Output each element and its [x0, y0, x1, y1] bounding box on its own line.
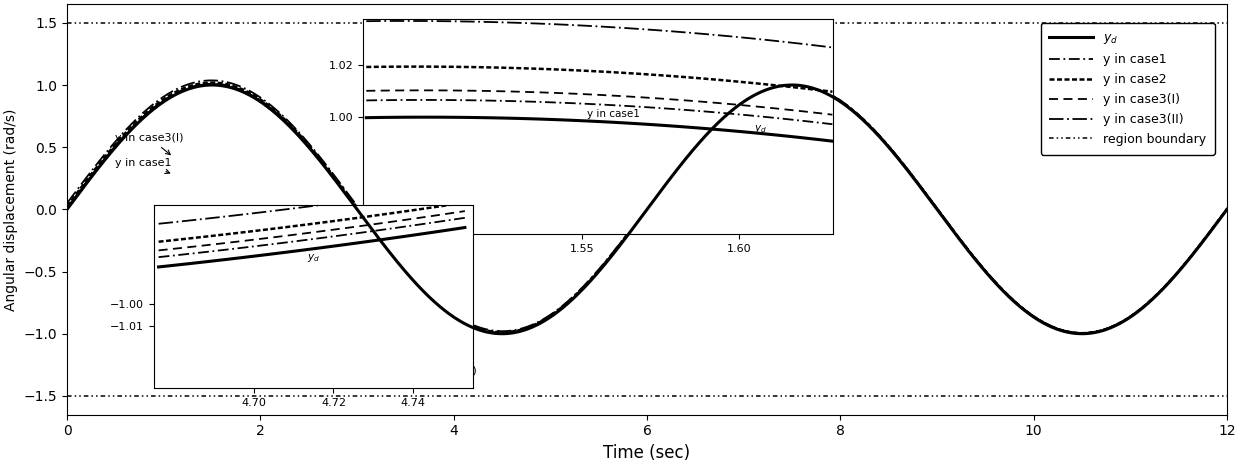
$y_d$: [1220, 206, 1235, 212]
Line: y in case3(II): y in case3(II): [67, 81, 1228, 333]
y in case3(II): [203, 78, 218, 83]
y in case3(II): [925, 200, 940, 206]
$y_d$: [1013, 305, 1028, 310]
X-axis label: Time (sec): Time (sec): [604, 444, 691, 462]
y in case3(I): [755, 88, 770, 93]
y in case1: [925, 200, 940, 206]
y in case3(II): [755, 87, 770, 92]
y in case3(II): [60, 200, 74, 206]
y in case3(II): [270, 109, 285, 114]
y in case1: [270, 112, 285, 117]
Text: y in case1: y in case1: [115, 158, 172, 173]
y in case2: [270, 110, 285, 116]
Text: y in case3(I): y in case3(I): [709, 112, 779, 122]
y in case1: [1013, 304, 1028, 310]
y in case3(I): [925, 200, 940, 206]
Line: y in case3(I): y in case3(I): [67, 84, 1228, 333]
Line: y in case2: y in case2: [67, 82, 1228, 333]
y in case3(II): [1075, 330, 1090, 336]
y in case1: [1075, 331, 1090, 336]
Y-axis label: Angular displacement (rad/s): Angular displacement (rad/s): [4, 108, 19, 310]
$y_d$: [205, 82, 219, 88]
y in case2: [1220, 206, 1235, 212]
y in case1: [755, 88, 770, 94]
y in case3(I): [270, 111, 285, 117]
Text: y in case3(II): y in case3(II): [709, 71, 781, 90]
Text: y in case2: y in case2: [396, 266, 453, 282]
y in case2: [925, 200, 940, 206]
y in case1: [815, 88, 830, 94]
Line: $y_d$: $y_d$: [67, 85, 1228, 334]
$y_d$: [925, 201, 940, 206]
Text: y in case2: y in case2: [709, 92, 766, 107]
y in case3(I): [1013, 304, 1028, 310]
y in case2: [503, 329, 518, 335]
y in case3(II): [815, 87, 830, 93]
y in case3(I): [1220, 206, 1235, 212]
Text: y in case3(II): y in case3(II): [405, 360, 477, 376]
y in case3(I): [60, 205, 74, 211]
y in case3(I): [815, 88, 830, 94]
$y_d$: [270, 113, 285, 118]
y in case2: [1075, 330, 1090, 336]
y in case2: [815, 88, 830, 93]
y in case3(II): [1013, 304, 1028, 309]
$y_d$: [815, 89, 830, 94]
y in case1: [1220, 206, 1235, 212]
y in case2: [205, 80, 219, 85]
y in case3(I): [503, 329, 518, 335]
Line: y in case1: y in case1: [67, 84, 1228, 334]
y in case3(II): [1220, 206, 1235, 212]
Legend: $y_d$, y in case1, y in case2, y in case3(I), y in case3(II), region boundary: $y_d$, y in case1, y in case2, y in case…: [1040, 23, 1215, 155]
$y_d$: [60, 206, 74, 212]
y in case1: [60, 206, 74, 211]
$y_d$: [755, 89, 770, 94]
y in case2: [755, 88, 770, 93]
y in case1: [503, 330, 518, 336]
Text: y in case3(I): y in case3(I): [115, 133, 184, 155]
y in case3(I): [205, 81, 219, 87]
y in case1: [205, 82, 219, 87]
$y_d$: [503, 330, 518, 336]
$y_d$: [1075, 331, 1090, 336]
y in case2: [1013, 304, 1028, 310]
y in case3(II): [503, 328, 518, 334]
y in case2: [60, 204, 74, 209]
y in case3(I): [1075, 330, 1090, 336]
